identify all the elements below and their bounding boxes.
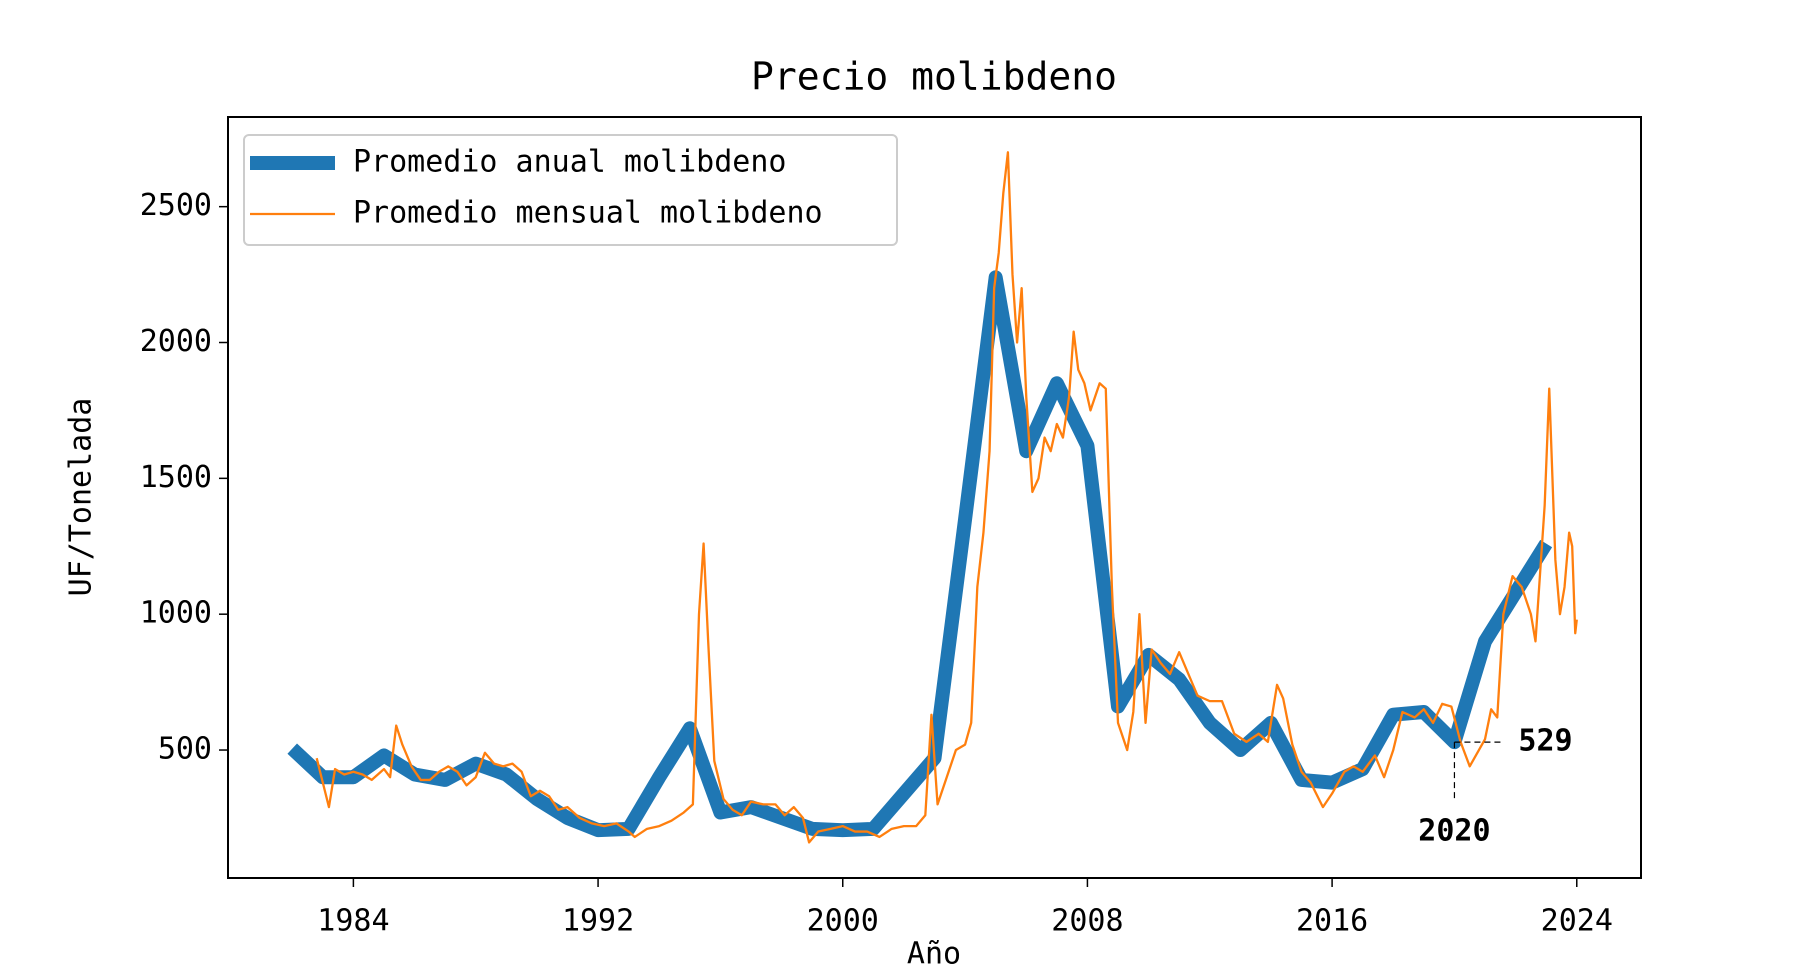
x-tick-label: 1984 [317,904,389,939]
x-tick-label: 2000 [807,904,879,939]
legend-label: Promedio mensual molibdeno [353,196,823,231]
y-tick-label: 1000 [140,596,212,631]
x-tick-label: 2016 [1296,904,1368,939]
y-tick-label: 2500 [140,188,212,223]
y-tick-label: 1500 [140,460,212,495]
y-tick-label: 500 [158,732,212,767]
annotation-y-label: 529 [1518,724,1572,759]
series-line [315,151,1578,844]
legend-label: Promedio anual molibdeno [353,145,786,180]
chart-title: Precio molibdeno [751,55,1117,99]
x-axis-label: Año [907,937,961,972]
annotation-x-label: 2020 [1418,814,1490,849]
y-axis-label: UF/Tonelada [64,398,99,597]
series-line [287,270,1553,838]
legend-box [243,134,898,246]
x-tick-label: 2008 [1051,904,1123,939]
x-tick-label: 2024 [1541,904,1613,939]
x-tick-label: 1992 [562,904,634,939]
y-tick-label: 2000 [140,324,212,359]
plot-frame [227,116,1642,879]
